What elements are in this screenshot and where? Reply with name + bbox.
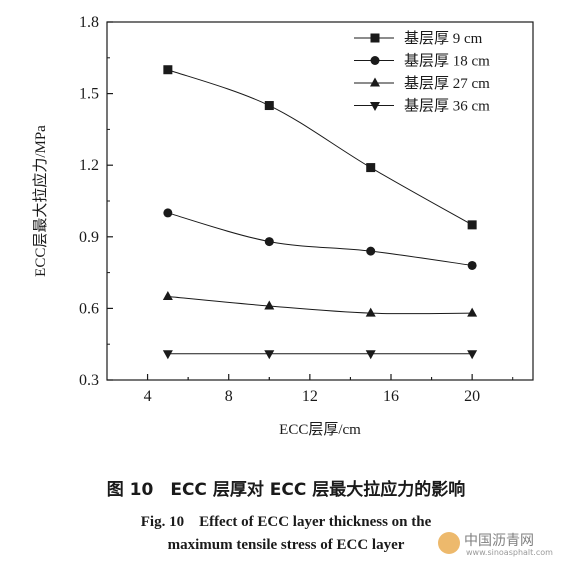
watermark-title: 中国沥青网	[464, 533, 534, 549]
x-tick-label: 4	[144, 388, 152, 405]
legend-label: 基层厚 36 cm	[404, 98, 490, 115]
chart: 0.3 0.6 0.9 1.2 1.5 1.8 4 8 12 16 20 ECC层厚/cm ECC层最大…	[31, 14, 534, 438]
data-point-series-3	[264, 300, 275, 310]
y-tick-label: 0.9	[79, 229, 99, 246]
data-point-series-1	[264, 101, 274, 111]
series-line-2	[167, 212, 473, 266]
data-point-series-1	[366, 163, 376, 173]
data-point-series-4	[162, 350, 173, 360]
data-point-series-4	[365, 350, 376, 360]
x-axis-label: ECC层厚/cm	[279, 422, 361, 438]
x-tick-label: 12	[302, 388, 318, 405]
legend-marker	[370, 102, 380, 111]
x-tick-label: 20	[464, 388, 480, 405]
y-tick-label: 1.8	[79, 14, 99, 31]
data-point-series-2	[163, 208, 173, 218]
series-line-3	[167, 295, 473, 315]
figure-caption-chinese: 图 10 ECC 层厚对 ECC 层最大拉应力的影响	[106, 480, 466, 500]
data-point-series-2	[264, 237, 274, 247]
data-point-series-3	[162, 290, 173, 300]
watermark-logo-icon	[438, 532, 460, 554]
y-tick-label: 0.3	[79, 372, 99, 389]
legend-label: 基层厚 18 cm	[404, 53, 490, 70]
x-tick-label: 16	[383, 388, 399, 405]
legend-marker	[370, 77, 380, 87]
x-tick-label: 8	[225, 388, 233, 405]
watermark: 中国沥青网 www.sinoasphalt.com	[438, 530, 558, 560]
data-point-series-4	[264, 350, 275, 360]
figure-caption-english-line2: maximum tensile stress of ECC layer	[167, 537, 405, 553]
data-point-series-4	[467, 350, 478, 360]
figure-caption-english-line1: Fig. 10 Effect of ECC layer thickness on…	[140, 514, 432, 530]
legend-marker	[370, 33, 380, 43]
y-axis-label: ECC层最大拉应力/MPa	[31, 125, 49, 277]
data-point-series-3	[365, 307, 376, 317]
series-line-1	[167, 69, 473, 226]
legend-label: 基层厚 27 cm	[404, 75, 490, 92]
y-tick-label: 1.2	[79, 157, 99, 174]
data-point-series-2	[467, 260, 477, 270]
watermark-url: www.sinoasphalt.com	[466, 548, 553, 557]
data-point-series-1	[467, 220, 477, 230]
data-point-series-1	[163, 65, 173, 75]
y-tick-label: 0.6	[79, 300, 99, 317]
legend-label: 基层厚 9 cm	[404, 30, 483, 47]
legend-marker	[370, 56, 380, 65]
data-point-series-2	[366, 246, 376, 256]
data-point-series-3	[467, 307, 478, 317]
y-tick-label: 1.5	[79, 86, 99, 103]
